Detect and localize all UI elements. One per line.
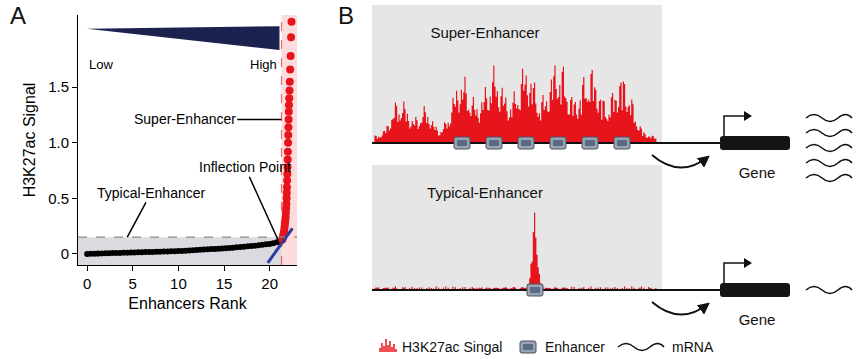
svg-text:Enhancers Rank: Enhancers Rank <box>128 295 247 312</box>
svg-text:H3K27ac Singal: H3K27ac Singal <box>402 339 502 355</box>
svg-text:H3K27ac Signal: H3K27ac Signal <box>21 83 38 198</box>
svg-text:Gene: Gene <box>739 164 776 181</box>
svg-text:Super-Enhancer: Super-Enhancer <box>134 111 236 127</box>
svg-text:20: 20 <box>261 275 278 292</box>
svg-text:Super-Enhancer: Super-Enhancer <box>430 24 539 41</box>
svg-text:0: 0 <box>61 245 69 262</box>
svg-text:10: 10 <box>170 275 187 292</box>
svg-text:mRNA: mRNA <box>672 339 714 355</box>
svg-text:B: B <box>338 2 354 29</box>
svg-text:Low: Low <box>89 57 113 72</box>
svg-text:15: 15 <box>216 275 233 292</box>
svg-text:0: 0 <box>83 275 91 292</box>
svg-text:High: High <box>250 57 277 72</box>
svg-text:Typical-Enhancer: Typical-Enhancer <box>97 185 206 201</box>
svg-text:1.0: 1.0 <box>48 134 69 151</box>
svg-text:1.5: 1.5 <box>48 78 69 95</box>
html-text:A: A <box>10 2 26 29</box>
svg-text:Enhancer: Enhancer <box>545 339 605 355</box>
svg-text:Gene: Gene <box>739 311 776 328</box>
svg-text:0.5: 0.5 <box>48 190 69 207</box>
svg-text:Inflection Point: Inflection Point <box>199 159 291 175</box>
svg-text:Typical-Enhancer: Typical-Enhancer <box>427 184 543 201</box>
svg-text:5: 5 <box>129 275 137 292</box>
